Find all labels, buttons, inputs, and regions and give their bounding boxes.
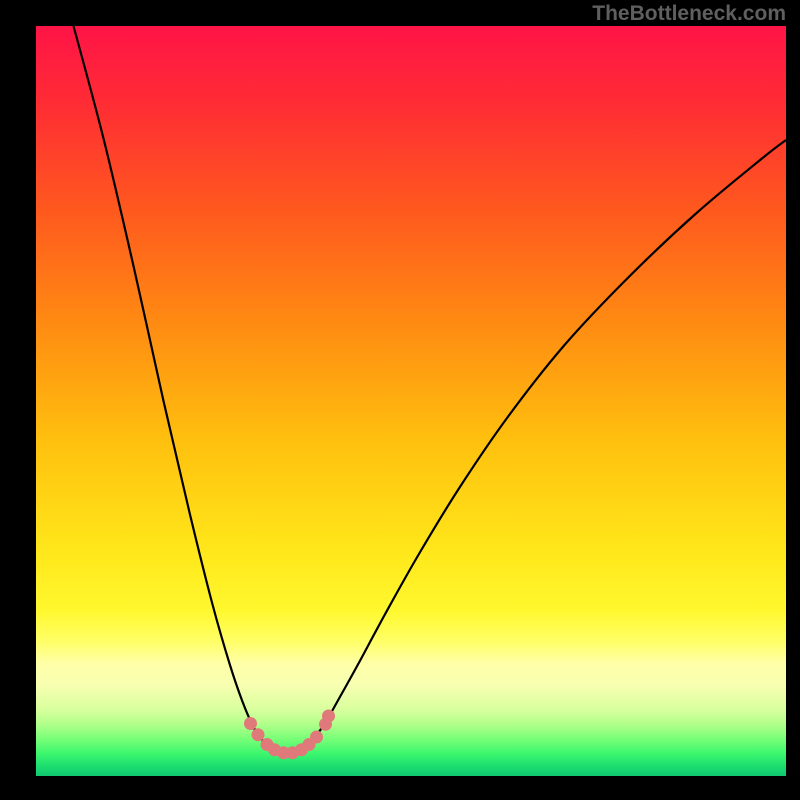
data-marker bbox=[310, 731, 323, 744]
bottleneck-chart bbox=[0, 0, 800, 800]
chart-background bbox=[36, 26, 786, 776]
watermark-text: TheBottleneck.com bbox=[592, 2, 786, 26]
data-marker bbox=[252, 728, 265, 741]
data-marker bbox=[322, 710, 335, 723]
data-marker bbox=[244, 717, 257, 730]
